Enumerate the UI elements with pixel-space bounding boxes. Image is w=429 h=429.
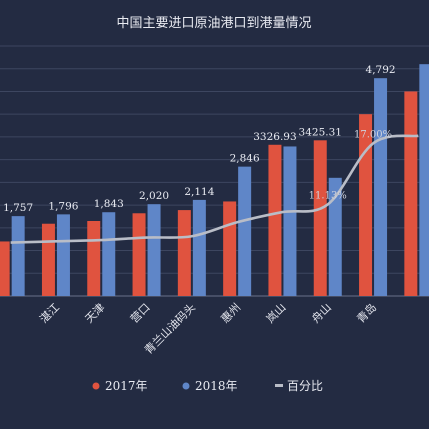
bar-2017 — [0, 241, 10, 296]
bar-2018 — [283, 146, 297, 296]
bar-2018 — [374, 78, 388, 296]
bar-value-label: 2,114 — [184, 186, 214, 198]
bar-2017 — [268, 144, 282, 296]
bars — [0, 64, 429, 296]
bar-value-label: 2,020 — [139, 190, 169, 202]
bar-2017 — [223, 201, 237, 296]
legend-label-2018: 2018年 — [195, 379, 238, 393]
legend-swatch-2018 — [182, 382, 190, 390]
bar-2018 — [328, 177, 342, 296]
legend-swatch-2017 — [92, 382, 100, 390]
bar-2018 — [238, 166, 252, 296]
bar-value-label: 2,846 — [230, 153, 260, 165]
x-tick-label: 青岛 — [354, 300, 379, 325]
legend: 2017年 2018年 百分比 — [92, 379, 323, 393]
legend-label-2017: 2017年 — [105, 379, 148, 393]
bar-2018 — [102, 212, 116, 296]
bar-value-label: 3425.31 — [299, 126, 342, 138]
x-tick-label: 岚山 — [264, 301, 289, 326]
gridlines — [0, 45, 429, 297]
bar-2018 — [56, 214, 70, 296]
legend-swatch-percent — [275, 384, 283, 387]
bar-2017 — [177, 210, 191, 296]
bar-2017 — [313, 140, 327, 296]
bar-2017 — [87, 221, 101, 296]
x-tick-label: 营口 — [127, 300, 152, 325]
percent-value-label: 17.00% — [354, 129, 392, 140]
bar-2018 — [419, 64, 429, 296]
bar-value-label: 1,796 — [48, 200, 78, 212]
bar-2018 — [147, 204, 161, 296]
bar-2017 — [132, 213, 146, 296]
bar-2018 — [192, 199, 206, 296]
bar-value-label: 1,757 — [3, 202, 33, 214]
x-tick-label: 湛江 — [37, 301, 62, 326]
x-tick-label: 天津 — [83, 301, 108, 326]
x-tick-label: 舟山 — [308, 300, 333, 325]
bar-2017 — [359, 114, 373, 296]
bar-value-label: 3326.93 — [253, 131, 296, 143]
bar-2018 — [11, 216, 25, 296]
bar-value-label: 4,792 — [366, 64, 396, 76]
percent-line-group — [10, 134, 419, 244]
legend-label-percent: 百分比 — [287, 379, 323, 393]
bar-2017 — [41, 223, 55, 296]
percent-value-label: 11.13% — [309, 190, 347, 201]
percent-line — [10, 134, 419, 244]
data-labels: 1,757 1,796 1,843 2,020 2,114 2,846 3326.93 342… — [3, 64, 395, 214]
bar-2017 — [404, 91, 418, 296]
x-tick-label: 惠州 — [218, 300, 243, 325]
bar-value-label: 1,843 — [94, 198, 124, 210]
chart-title: 中国主要进口原油港口到港量情况 — [116, 16, 311, 31]
